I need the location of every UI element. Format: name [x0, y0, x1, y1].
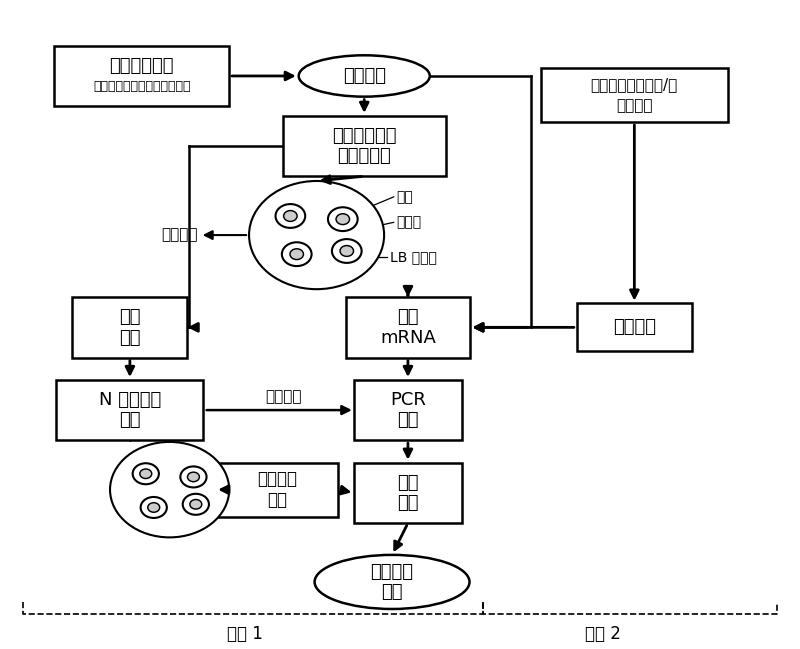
Bar	[54, 45, 229, 106]
Circle shape	[190, 500, 202, 509]
Text: 收集血淋巴或: 收集血淋巴或	[332, 127, 397, 145]
Text: 验证: 验证	[267, 491, 287, 509]
Text: 获得目的: 获得目的	[370, 563, 414, 581]
Text: 抗菌活性: 抗菌活性	[257, 471, 297, 489]
Text: 设计引物: 设计引物	[613, 319, 656, 336]
Ellipse shape	[298, 55, 430, 97]
Text: PCR: PCR	[390, 391, 426, 409]
Text: 纯化: 纯化	[119, 328, 141, 347]
Circle shape	[336, 214, 350, 225]
Circle shape	[141, 497, 167, 518]
Text: 分离: 分离	[119, 308, 141, 326]
Circle shape	[180, 467, 206, 487]
Text: 虫体匀浆液: 虫体匀浆液	[338, 147, 391, 165]
Circle shape	[275, 204, 306, 228]
Text: 分离: 分离	[397, 308, 418, 326]
Text: 表达: 表达	[397, 494, 418, 512]
Ellipse shape	[314, 555, 470, 609]
Bar	[354, 380, 462, 440]
Text: 抑菌圈: 抑菌圈	[396, 215, 421, 229]
Bar	[215, 463, 338, 517]
Bar	[577, 304, 692, 351]
Text: mRNA: mRNA	[380, 328, 436, 347]
Circle shape	[328, 207, 358, 231]
Text: 兼并引物: 兼并引物	[265, 389, 302, 404]
Text: 外源因子刺激: 外源因子刺激	[110, 56, 174, 75]
Circle shape	[182, 494, 209, 515]
Text: 基因: 基因	[382, 583, 403, 601]
Text: 收集已有抗菌蛋白/肽: 收集已有抗菌蛋白/肽	[590, 77, 678, 92]
Text: 昆虫虫体: 昆虫虫体	[342, 67, 386, 85]
Circle shape	[133, 463, 159, 484]
Text: 证明抗菌: 证明抗菌	[161, 228, 198, 243]
Text: 测序: 测序	[119, 411, 141, 429]
Circle shape	[284, 210, 297, 221]
Text: （如注射细菌，射线处理等）: （如注射细菌，射线处理等）	[93, 80, 190, 93]
Circle shape	[187, 472, 199, 482]
Circle shape	[290, 249, 303, 260]
Text: LB 培养基: LB 培养基	[390, 251, 437, 264]
Text: 克隆: 克隆	[397, 474, 418, 492]
Text: 基因信息: 基因信息	[616, 98, 653, 113]
Text: 扩增: 扩增	[397, 411, 418, 429]
Circle shape	[332, 239, 362, 263]
Bar	[346, 297, 470, 358]
Circle shape	[110, 442, 229, 537]
Circle shape	[148, 503, 160, 512]
Bar	[541, 68, 728, 122]
Circle shape	[249, 181, 384, 289]
Bar	[283, 116, 446, 177]
Circle shape	[282, 242, 311, 266]
Text: N 端氨基酸: N 端氨基酸	[98, 391, 161, 409]
Text: 纸片: 纸片	[396, 190, 413, 204]
Circle shape	[340, 245, 354, 256]
Bar	[72, 297, 187, 358]
Circle shape	[140, 469, 152, 478]
Bar	[354, 463, 462, 523]
Text: 途径 2: 途径 2	[585, 625, 621, 643]
Text: 途径 1: 途径 1	[227, 625, 263, 643]
Bar	[57, 380, 203, 440]
